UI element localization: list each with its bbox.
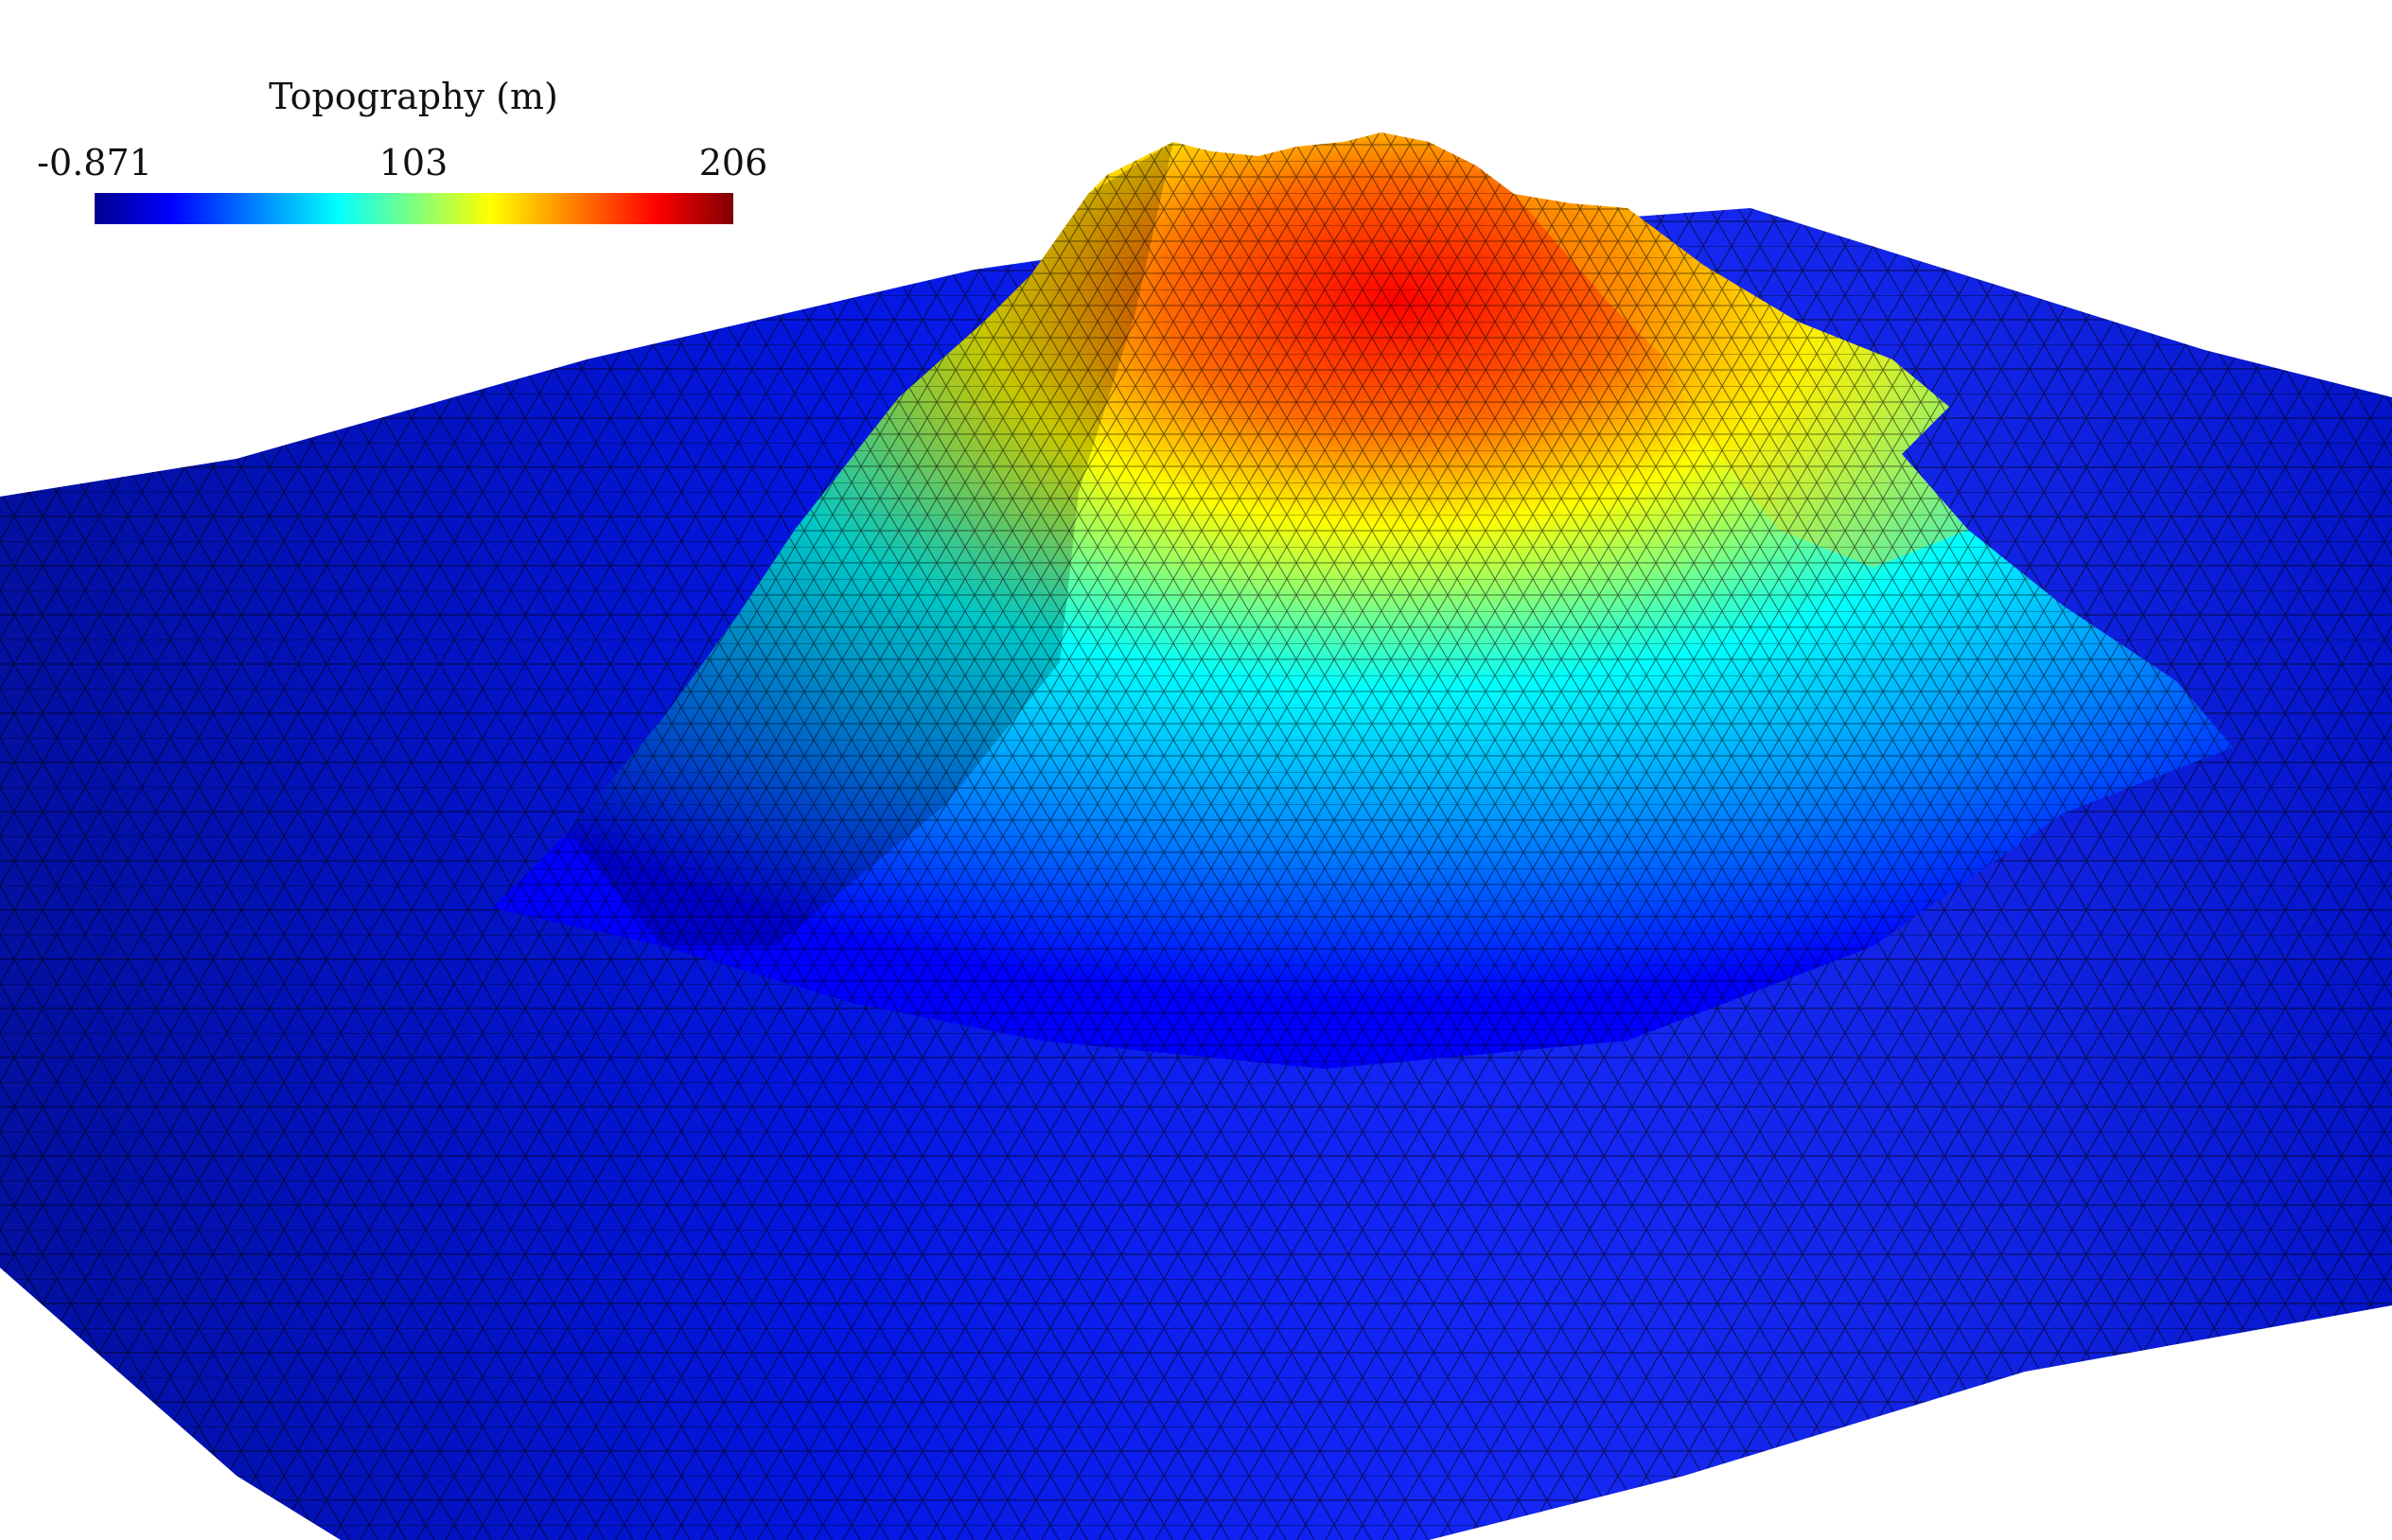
colorbar-legend: Topography (m) -0.871 103 206 bbox=[37, 76, 767, 224]
colorbar-gradient bbox=[95, 193, 733, 224]
colorbar-title: Topography (m) bbox=[269, 76, 558, 117]
colorbar-mid-label: 103 bbox=[379, 142, 448, 184]
colorbar-min-label: -0.871 bbox=[37, 142, 152, 184]
colorbar-max-label: 206 bbox=[699, 142, 768, 184]
